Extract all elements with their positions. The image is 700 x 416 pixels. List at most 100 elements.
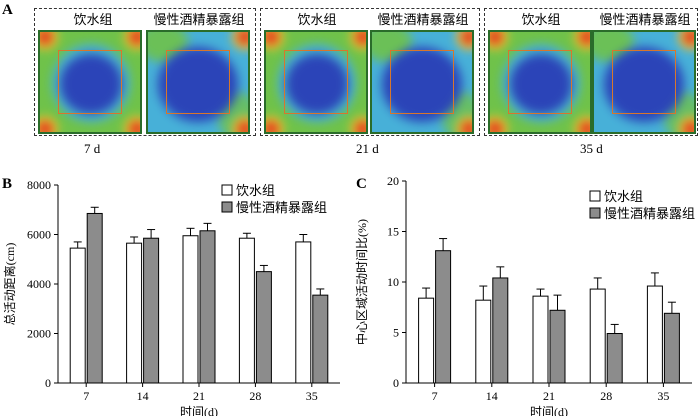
center-zone [166,50,230,114]
center-zone [612,50,676,114]
x-axis-label: 时间(d) [530,405,568,416]
heat-blob [237,32,248,45]
heatmap-title: 慢性酒精暴露组 [377,12,469,27]
bar [143,237,160,384]
panel-a-letter: A [2,2,13,18]
y-tick-label: 5 [393,326,399,340]
bar-chart-total-distance: 0 2000 4000 6000 8000 7 14 21 28 35 时间(d) 总活动距离(cm)… [2,178,340,416]
legend-swatch [589,190,601,202]
y-axis-label: 总活动距离(cm) [2,243,17,326]
heat-blob [683,121,694,132]
y-tick-label: 8000 [27,178,51,192]
heatmap-title: 慢性酒精暴露组 [599,12,691,27]
heat-blob [40,121,53,132]
x-tick-label: 21 [193,389,205,403]
y-tick-label: 4000 [27,277,51,291]
bar-chart-center-time: 0 5 10 15 20 7 14 21 28 35 时间(d) 中心区域活动时间比(%) 饮水组慢性酒… [354,174,695,416]
y-tick-label: 0 [45,376,51,390]
heat-blob [266,121,279,132]
heatmap-title: 慢性酒精暴露组 [153,12,245,27]
heat-blob [382,47,462,122]
center-zone [508,50,572,114]
bar [182,235,199,384]
heatmap-image [264,30,368,134]
legend-label: 慢性酒精暴露组 [236,200,327,215]
heatmap-image [370,30,474,134]
heat-blob [683,32,694,45]
bar [126,242,143,384]
heat-blob [579,32,590,45]
y-tick-label: 15 [387,225,399,239]
center-zone [284,50,348,114]
heatmap-title: 饮水组 [73,12,113,27]
heatmap-image [488,30,592,134]
heatmap-group-35d [484,8,698,136]
heatmap-title: 饮水组 [521,12,561,27]
bar [589,288,606,384]
heat-blob [355,121,366,132]
bar [238,237,255,384]
center-zone [390,50,454,114]
x-tick-label: 7 [83,389,89,403]
bar [199,230,216,384]
bar [255,271,272,384]
y-tick-label: 2000 [27,327,51,341]
y-tick-label: 6000 [27,228,51,242]
heat-blob [490,32,503,45]
heatmap-image [146,30,250,134]
bar [86,212,103,384]
day-label-21: 21 d [356,141,379,156]
y-axis-label: 中心区域活动时间比(%) [354,219,369,345]
x-tick-label: 35 [657,389,669,403]
legend-swatch [221,201,233,213]
x-tick-label: 21 [543,389,555,403]
heat-blob [237,121,248,132]
heat-blob [286,54,348,114]
day-label-35: 35 d [580,141,603,156]
x-axis-label: 时间(d) [180,405,218,416]
y-tick-label: 10 [387,275,399,289]
heat-blob [129,121,140,132]
x-tick-label: 14 [137,389,149,403]
bar [295,241,312,384]
bar [312,294,329,384]
heat-blob [579,121,590,132]
x-tick-label: 28 [249,389,261,403]
heat-blob [461,121,472,132]
heat-blob [461,32,472,45]
y-tick-label: 0 [393,376,399,390]
bar [475,299,492,384]
heatmap-group-21d [260,8,480,136]
bar [606,333,623,384]
bar [646,285,663,384]
bar [69,247,86,384]
bar [435,250,452,384]
bar [549,309,566,384]
heat-blob [266,32,279,45]
bar [663,312,680,384]
center-zone [58,50,122,114]
heatmap-title: 饮水组 [297,12,337,27]
x-tick-label: 28 [600,389,612,403]
heat-blob [158,47,238,122]
panel-c-letter: C [356,176,367,192]
heat-blob [604,47,684,122]
x-tick-label: 35 [306,389,318,403]
y-tick-label: 20 [387,174,399,188]
heatmap-group-7d [34,8,256,136]
legend-label: 慢性酒精暴露组 [604,206,695,221]
legend-swatch [221,184,233,196]
legend-label: 饮水组 [236,183,275,198]
heat-blob [129,32,140,45]
heat-blob [490,121,503,132]
heatmap-image [592,30,696,134]
panel-b-letter: B [2,176,13,192]
heat-blob [40,32,53,45]
legend-swatch [589,207,601,219]
heatmap-image [38,30,142,134]
bar [418,297,435,384]
x-tick-label: 14 [486,389,498,403]
x-tick-label: 7 [432,389,438,403]
legend-label: 饮水组 [604,189,643,204]
bar [492,277,509,384]
